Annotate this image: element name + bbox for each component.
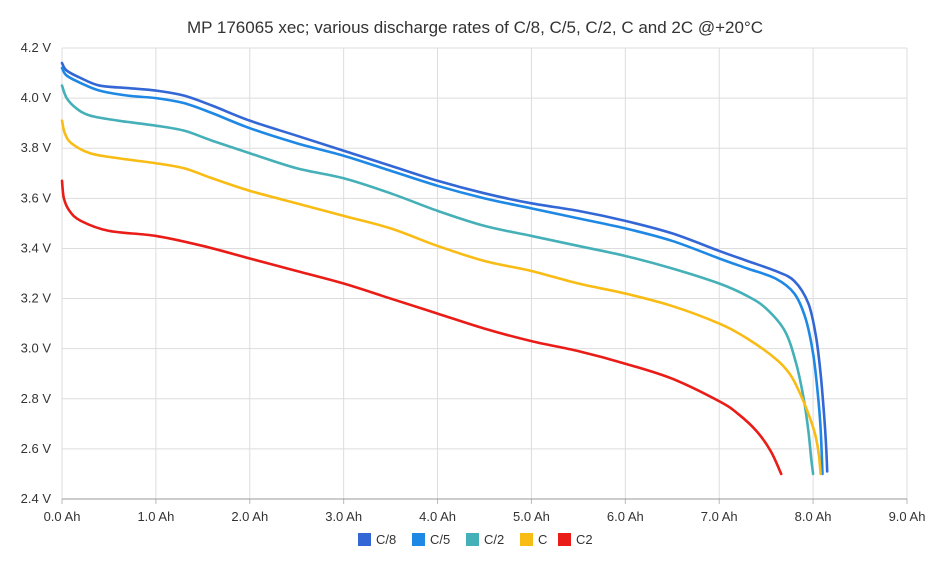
series-line-c2 <box>60 179 783 476</box>
legend-label: C/8 <box>376 532 396 547</box>
y-tick-label: 3.8 V <box>21 140 52 155</box>
legend-item: C/8 <box>358 532 396 547</box>
series-line-c <box>60 119 822 476</box>
x-tick-label: 4.0 Ah <box>419 509 456 524</box>
axes: 0.0 Ah 1.0 Ah 2.0 Ah 3.0 Ah 4.0 Ah 5.0 Ah 6.0 … <box>21 40 926 524</box>
y-tick-label: 2.8 V <box>21 391 52 406</box>
legend-swatch <box>466 533 479 546</box>
legend-item: C2 <box>558 532 593 547</box>
x-tick-label: 3.0 Ah <box>325 509 362 524</box>
y-tick-label: 4.0 V <box>21 90 52 105</box>
legend-swatch <box>412 533 425 546</box>
legend-label: C <box>538 532 547 547</box>
legend-label: C2 <box>576 532 593 547</box>
x-tick-label: 0.0 Ah <box>44 509 81 524</box>
series-line-c8 <box>60 61 829 473</box>
y-tick-label: 2.4 V <box>21 491 52 506</box>
legend-label: C/2 <box>484 532 504 547</box>
y-tick-label: 4.2 V <box>21 40 52 55</box>
legend-item: C <box>520 532 547 547</box>
legend-swatch <box>358 533 371 546</box>
legend: C/8 C/5 C/2 C C2 <box>358 532 593 547</box>
x-tick-label: 2.0 Ah <box>231 509 268 524</box>
legend-swatch <box>558 533 571 546</box>
y-tick-label: 3.2 V <box>21 291 52 306</box>
x-tick-label: 9.0 Ah <box>889 509 926 524</box>
x-tick-label: 1.0 Ah <box>137 509 174 524</box>
x-tick-label: 7.0 Ah <box>701 509 738 524</box>
series-line-c5 <box>60 66 824 476</box>
legend-item: C/2 <box>466 532 504 547</box>
x-tick-label: 8.0 Ah <box>795 509 832 524</box>
y-tick-label: 2.6 V <box>21 441 52 456</box>
legend-swatch <box>520 533 533 546</box>
x-tick-label: 5.0 Ah <box>513 509 550 524</box>
chart-title: MP 176065 xec; various discharge rates o… <box>187 18 763 37</box>
series-line-c2 <box>60 84 815 476</box>
y-tick-label: 3.4 V <box>21 240 52 255</box>
y-tick-label: 3.0 V <box>21 341 52 356</box>
legend-label: C/5 <box>430 532 450 547</box>
x-tick-label: 6.0 Ah <box>607 509 644 524</box>
y-tick-label: 3.6 V <box>21 190 52 205</box>
legend-item: C/5 <box>412 532 450 547</box>
series-lines <box>60 61 829 476</box>
